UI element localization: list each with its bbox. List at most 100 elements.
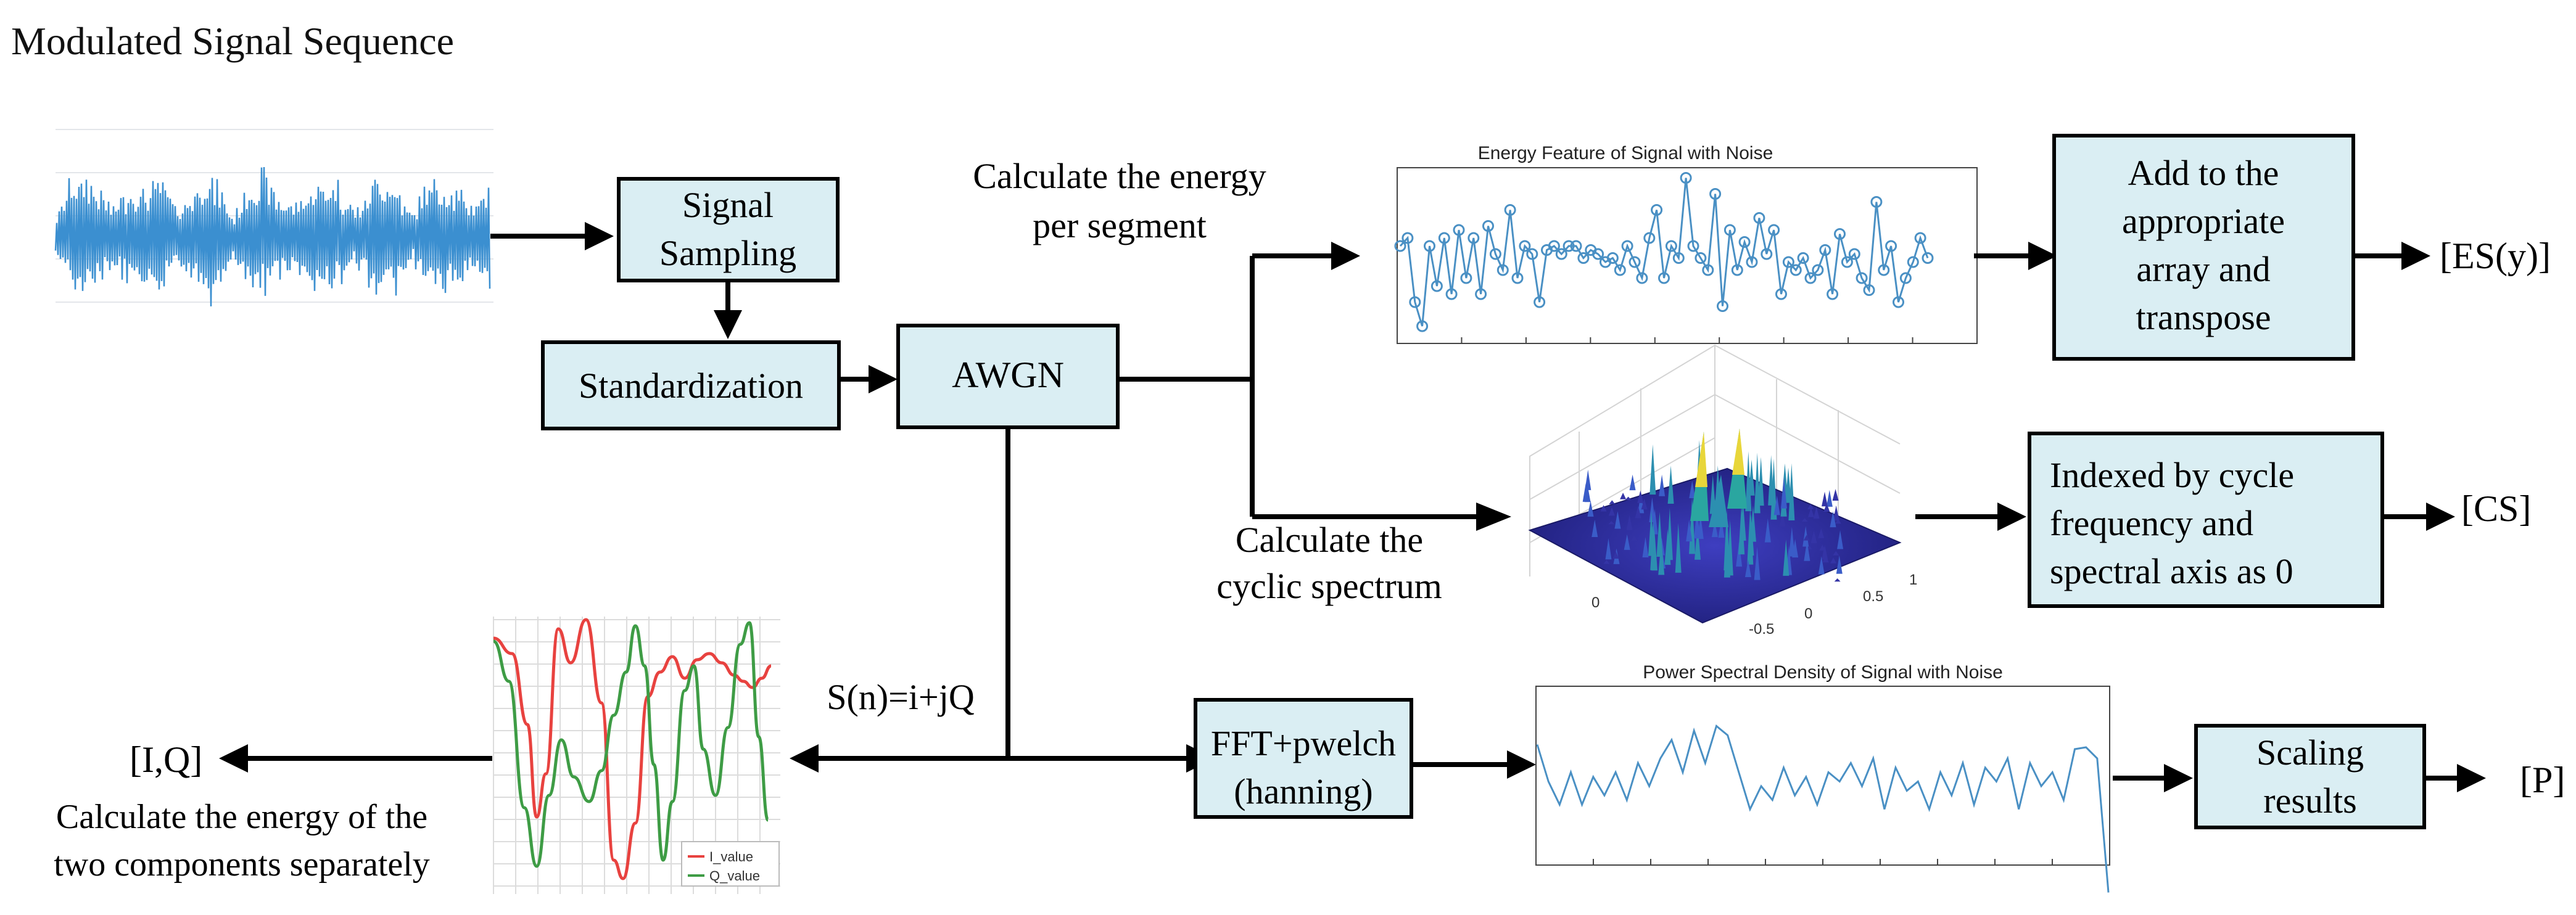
energy-point xyxy=(1658,272,1670,284)
signal-sampling-box: Signal Sampling xyxy=(617,177,840,282)
scaling-box: Scaling results xyxy=(2194,724,2426,829)
svg-text:1: 1 xyxy=(1909,572,1917,588)
q-value-line xyxy=(492,621,770,868)
energy-point xyxy=(1856,272,1868,284)
add-array-line2: appropriate xyxy=(2122,201,2285,241)
energy-point xyxy=(1504,204,1516,216)
signal-sampling-line1: Signal xyxy=(682,185,774,225)
energy-point xyxy=(1922,252,1934,264)
svg-text:0.5: 0.5 xyxy=(1863,588,1883,605)
energy-point xyxy=(1438,232,1450,244)
cyclic-spectrum-plot: 1 0.5 0 -0.5 0 0 xyxy=(1528,344,1917,638)
arrow-sampling-to-standardization xyxy=(714,281,742,339)
energy-point xyxy=(1402,232,1414,244)
standardization-box: Standardization xyxy=(541,340,841,430)
energy-point xyxy=(1636,272,1648,284)
energy-point xyxy=(1672,252,1685,264)
cyclic-spectrum-label-2: cyclic spectrum xyxy=(1216,566,1442,606)
arrow-surface-to-indexed xyxy=(1915,503,2026,531)
arrow-to-iq-output xyxy=(219,744,492,773)
energy-point xyxy=(1643,232,1656,244)
energy-point xyxy=(1738,236,1751,248)
energy-point xyxy=(1768,224,1780,236)
psd-plot-title: Power Spectral Density of Signal with No… xyxy=(1643,662,2003,683)
energy-point xyxy=(1475,288,1487,300)
energy-point xyxy=(1496,264,1509,276)
energy-point xyxy=(1519,240,1531,252)
psd-plot: Power Spectral Density of Signal with No… xyxy=(1535,662,2110,893)
output-p: [P] xyxy=(2520,760,2565,800)
iq-plot: I_value Q_value xyxy=(492,617,780,894)
energy-point xyxy=(1482,220,1494,232)
awgn-label: AWGN xyxy=(952,355,1064,395)
arrow-add-to-es xyxy=(2355,242,2430,270)
energy-point xyxy=(1709,188,1722,200)
surface-axis-ticks: 1 0.5 0 -0.5 0 0 xyxy=(1591,572,1917,638)
energy-point xyxy=(1827,288,1839,300)
diagram-title: Modulated Signal Sequence xyxy=(11,19,454,63)
energy-point xyxy=(1848,248,1860,260)
arrow-to-energy-plot xyxy=(1331,242,1360,270)
energy-point xyxy=(1899,272,1912,284)
legend-i-value: I_value xyxy=(709,849,753,864)
energy-point xyxy=(1394,240,1406,252)
energy-point xyxy=(1812,264,1824,276)
energy-point xyxy=(1468,232,1480,244)
energy-point xyxy=(1606,252,1619,264)
energy-point xyxy=(1863,284,1875,296)
sn-label: S(n)=i+jQ xyxy=(827,677,974,717)
add-array-line1: Add to the xyxy=(2128,153,2279,193)
indexed-box: Indexed by cycle frequency and spectral … xyxy=(2028,432,2384,608)
energy-point xyxy=(1445,288,1458,300)
energy-point xyxy=(1731,264,1743,276)
indexed-line2: frequency and xyxy=(2050,503,2253,543)
energy-point xyxy=(1651,204,1663,216)
energy-point xyxy=(1878,264,1890,276)
add-array-line4: transpose xyxy=(2136,297,2271,337)
arrow-to-iq xyxy=(790,744,819,773)
energy-point xyxy=(1790,264,1802,276)
arrow-signal-to-sampling xyxy=(490,222,614,250)
arrow-scaling-to-p xyxy=(2425,764,2486,792)
i-value-line xyxy=(493,618,772,880)
fft-line2: (hanning) xyxy=(1234,771,1373,811)
energy-point xyxy=(1761,248,1773,260)
energy-point xyxy=(1885,240,1897,252)
energy-point xyxy=(1687,240,1699,252)
energy-point xyxy=(1841,256,1853,268)
awgn-connectors xyxy=(796,253,1477,761)
add-array-box: Add to the appropriate array and transpo… xyxy=(2052,134,2355,361)
energy-point xyxy=(1592,248,1604,260)
energy-per-segment-label-2: per segment xyxy=(1033,205,1207,245)
arrow-fft-to-psd xyxy=(1413,750,1536,779)
energy-point xyxy=(1797,252,1809,264)
legend-q-value: Q_value xyxy=(709,868,760,884)
energy-point xyxy=(1453,224,1465,236)
energy-point xyxy=(1804,272,1817,284)
energy-point xyxy=(1914,232,1926,244)
energy-point xyxy=(1409,296,1421,308)
energy-point xyxy=(1907,256,1919,268)
arrow-standardization-to-awgn xyxy=(840,365,898,393)
energy-point xyxy=(1424,240,1435,252)
fft-line1: FFT+pwelch xyxy=(1211,723,1396,763)
energy-components-label-2: two components separately xyxy=(54,845,430,884)
arrow-indexed-to-cs xyxy=(2384,503,2455,531)
energy-point xyxy=(1430,280,1443,292)
output-cs: [CS] xyxy=(2461,488,2531,529)
energy-point xyxy=(1746,256,1758,268)
energy-point xyxy=(1695,252,1707,264)
add-array-line3: array and xyxy=(2136,249,2270,289)
energy-point xyxy=(1621,240,1633,252)
awgn-box: AWGN xyxy=(896,324,1120,429)
svg-text:0: 0 xyxy=(1591,594,1600,611)
energy-point xyxy=(1526,248,1538,260)
indexed-line3: spectral axis as 0 xyxy=(2050,551,2293,591)
cyclic-spectrum-label-1: Calculate the xyxy=(1236,520,1423,560)
psd-series-line xyxy=(1536,724,2110,893)
energy-point xyxy=(1702,264,1714,276)
arrow-psd-to-scaling xyxy=(2113,764,2193,792)
energy-plot-title: Energy Feature of Signal with Noise xyxy=(1478,143,1773,163)
arrow-to-cyclic-plot xyxy=(1476,503,1511,531)
energy-point xyxy=(1775,288,1787,300)
